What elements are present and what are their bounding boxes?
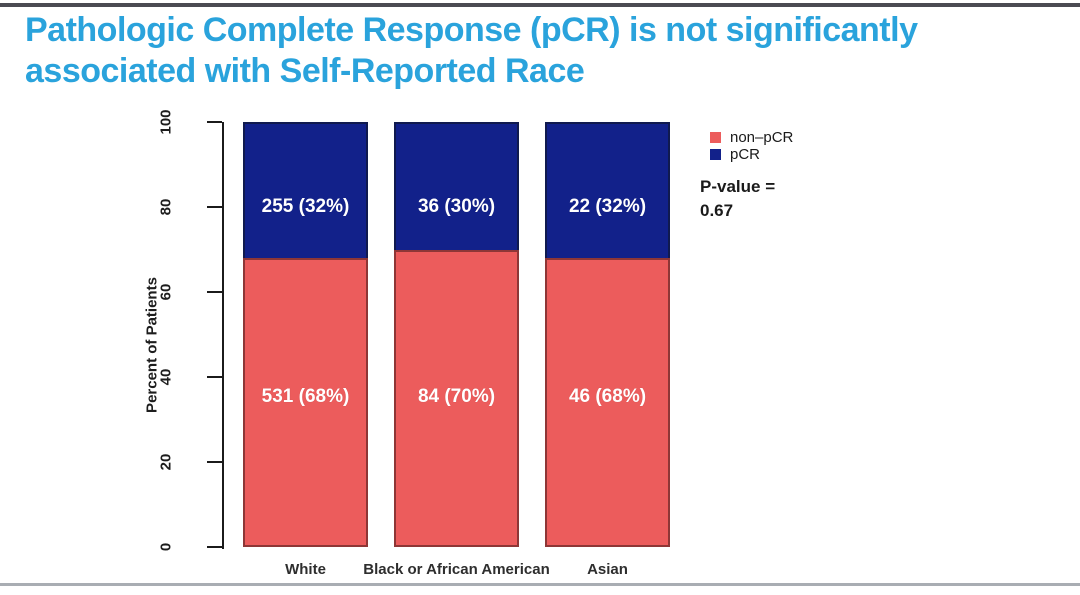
bar-value-label-non-pcr: 84 (70%) bbox=[417, 385, 496, 407]
bar-segment-pcr bbox=[243, 122, 368, 258]
bar-value-label-pcr: 36 (30%) bbox=[417, 196, 496, 217]
x-axis-category-label: Asian bbox=[587, 561, 628, 578]
y-axis-tick bbox=[207, 376, 222, 378]
bar-value-label-pcr: 22 (32%) bbox=[568, 196, 647, 217]
legend-swatch-icon bbox=[710, 132, 721, 143]
y-axis-tick bbox=[207, 546, 222, 548]
page-title: Pathologic Complete Response (pCR) is no… bbox=[25, 10, 1055, 92]
bar-value-label-non-pcr: 46 (68%) bbox=[568, 385, 647, 407]
bottom-rule bbox=[0, 583, 1080, 586]
legend: non–pCR pCR bbox=[710, 129, 793, 163]
y-axis-tick-label: 40 bbox=[157, 368, 175, 386]
y-axis-tick-label: 100 bbox=[157, 109, 175, 135]
y-axis-line bbox=[222, 122, 224, 549]
bar-segment-non-pcr bbox=[243, 258, 368, 547]
y-axis-tick bbox=[207, 206, 222, 208]
bar-segment-pcr bbox=[394, 122, 519, 250]
y-axis-tick bbox=[207, 461, 222, 463]
bar-value-label-pcr: 255 (32%) bbox=[261, 196, 350, 217]
bar-segment-non-pcr bbox=[545, 258, 670, 547]
p-value-annotation: P-value = 0.67 bbox=[700, 175, 775, 223]
bar-segment-pcr bbox=[545, 122, 670, 258]
top-rule bbox=[0, 3, 1080, 7]
y-axis-tick-label: 60 bbox=[157, 283, 175, 301]
y-axis-tick bbox=[207, 291, 222, 293]
legend-label: pCR bbox=[730, 146, 761, 163]
page-title-line1: Pathologic Complete Response (pCR) is no… bbox=[25, 11, 918, 49]
legend-row: non–pCR bbox=[710, 129, 793, 146]
y-axis-tick-label: 20 bbox=[157, 453, 175, 471]
x-axis-category-label: White bbox=[285, 561, 326, 578]
bar-value-label-non-pcr: 531 (68%) bbox=[261, 385, 350, 407]
page-title-line2: associated with Self-Reported Race bbox=[25, 52, 585, 90]
p-value-label: P-value = bbox=[700, 177, 776, 196]
legend-label: non–pCR bbox=[730, 129, 794, 146]
y-axis-tick-label: 0 bbox=[157, 542, 175, 552]
legend-swatch-icon bbox=[710, 149, 721, 160]
legend-row: pCR bbox=[710, 146, 793, 163]
y-axis-tick-label: 80 bbox=[157, 198, 175, 216]
x-axis-category-label: Black or African American bbox=[363, 561, 550, 578]
bar-segment-non-pcr bbox=[394, 249, 519, 547]
p-value-number: 0.67 bbox=[700, 201, 734, 220]
y-axis-tick bbox=[207, 121, 222, 123]
